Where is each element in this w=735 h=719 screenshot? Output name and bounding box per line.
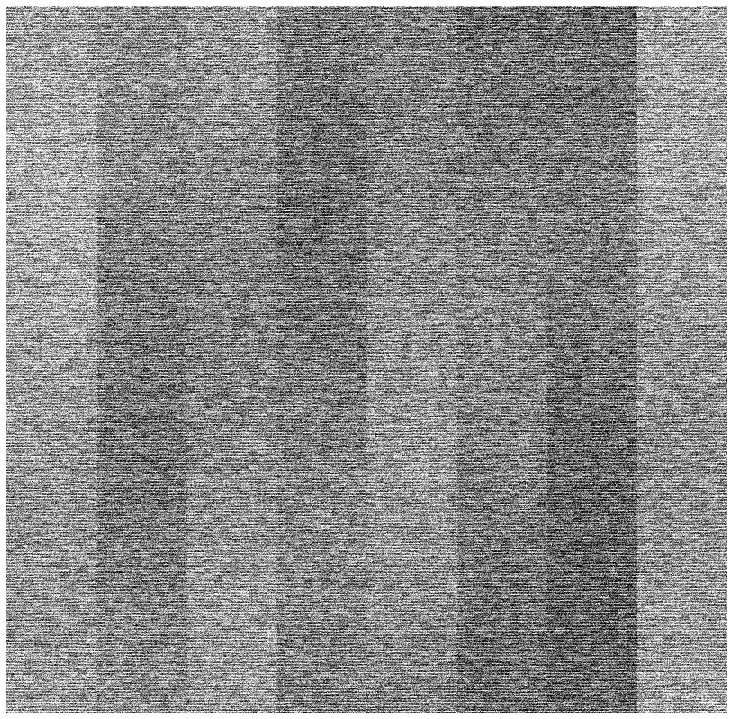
- noise-texture-image: [6, 6, 727, 713]
